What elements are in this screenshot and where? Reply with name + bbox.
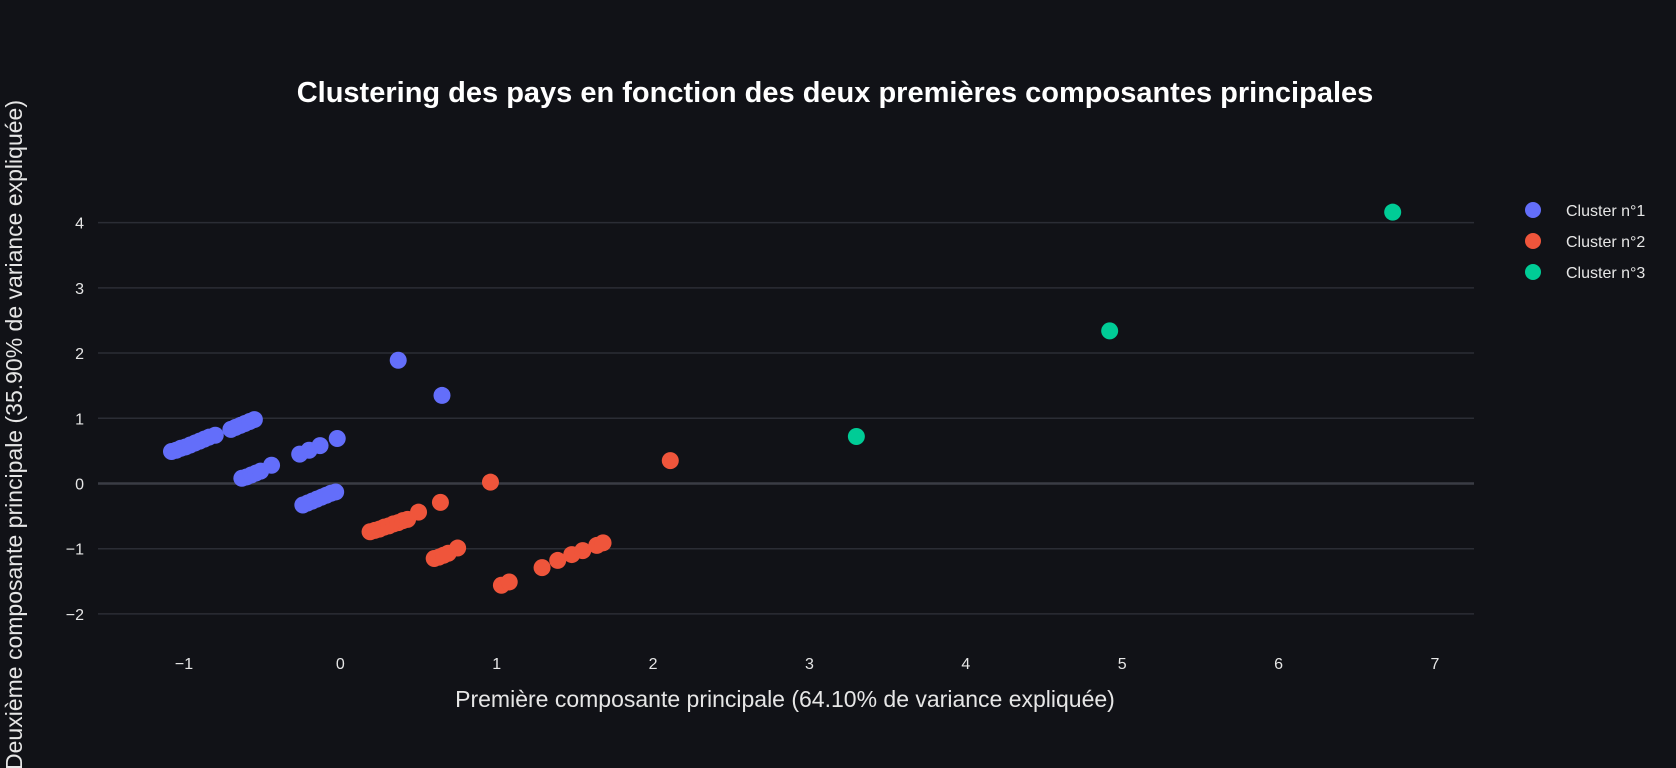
legend-item-cluster-1[interactable]: Cluster n°1 xyxy=(1525,202,1645,220)
legend-marker-icon xyxy=(1525,233,1541,249)
data-point[interactable] xyxy=(389,351,407,369)
data-point[interactable] xyxy=(847,428,865,446)
y-tick-label: 0 xyxy=(75,476,84,493)
data-point[interactable] xyxy=(500,573,518,591)
x-tick-label: −1 xyxy=(175,656,193,673)
legend-label: Cluster n°2 xyxy=(1566,234,1645,251)
legend-item-cluster-2[interactable]: Cluster n°2 xyxy=(1525,233,1645,251)
series-cluster-3 xyxy=(847,203,1402,446)
y-tick-label: 2 xyxy=(75,346,84,363)
legend-marker-icon xyxy=(1525,202,1541,218)
x-tick-label: 1 xyxy=(492,656,501,673)
data-point[interactable] xyxy=(433,386,451,404)
data-point[interactable] xyxy=(328,429,346,447)
legend-marker-icon xyxy=(1525,264,1541,280)
data-point[interactable] xyxy=(533,559,551,577)
x-tick-label: 4 xyxy=(961,656,970,673)
data-point[interactable] xyxy=(263,456,281,474)
x-tick-label: 6 xyxy=(1274,656,1283,673)
series-cluster-2 xyxy=(361,452,679,594)
data-point[interactable] xyxy=(574,542,592,560)
x-tick-label: 2 xyxy=(649,656,658,673)
y-tick-label: −1 xyxy=(66,542,84,559)
x-tick-label: 3 xyxy=(805,656,814,673)
data-point[interactable] xyxy=(410,503,428,521)
y-tick-label: 1 xyxy=(75,411,84,428)
legend-label: Cluster n°1 xyxy=(1566,203,1645,220)
x-axis-label: Première composante principale (64.10% d… xyxy=(455,686,1115,712)
x-tick-label: 7 xyxy=(1430,656,1439,673)
data-point[interactable] xyxy=(327,483,345,501)
legend[interactable]: Cluster n°1 Cluster n°2 Cluster n°3 xyxy=(1525,202,1645,282)
legend-item-cluster-3[interactable]: Cluster n°3 xyxy=(1525,264,1645,282)
y-axis-ticks: −2 −1 0 1 2 3 4 xyxy=(66,216,84,624)
data-point[interactable] xyxy=(206,426,224,444)
y-tick-label: 4 xyxy=(75,216,84,233)
data-points xyxy=(162,203,1402,594)
data-point[interactable] xyxy=(431,493,449,511)
x-tick-label: 0 xyxy=(336,656,345,673)
series-cluster-1 xyxy=(162,351,451,514)
data-point[interactable] xyxy=(661,452,679,470)
x-tick-label: 5 xyxy=(1118,656,1127,673)
y-axis-label: Deuxième composante principale (35.90% d… xyxy=(1,100,27,768)
data-point[interactable] xyxy=(1384,203,1402,221)
grid xyxy=(98,221,1474,615)
chart-title: Clustering des pays en fonction des deux… xyxy=(297,77,1374,109)
legend-label: Cluster n°3 xyxy=(1566,265,1645,282)
y-tick-label: 3 xyxy=(75,281,84,298)
data-point[interactable] xyxy=(245,411,263,429)
data-point[interactable] xyxy=(1101,322,1119,340)
data-point[interactable] xyxy=(481,473,499,491)
data-point[interactable] xyxy=(449,539,467,557)
data-point[interactable] xyxy=(549,551,567,569)
data-point[interactable] xyxy=(594,534,612,552)
y-tick-label: −2 xyxy=(66,607,84,624)
x-axis-ticks: −1 0 1 2 3 4 5 6 7 xyxy=(175,656,1440,673)
data-point[interactable] xyxy=(311,437,329,455)
